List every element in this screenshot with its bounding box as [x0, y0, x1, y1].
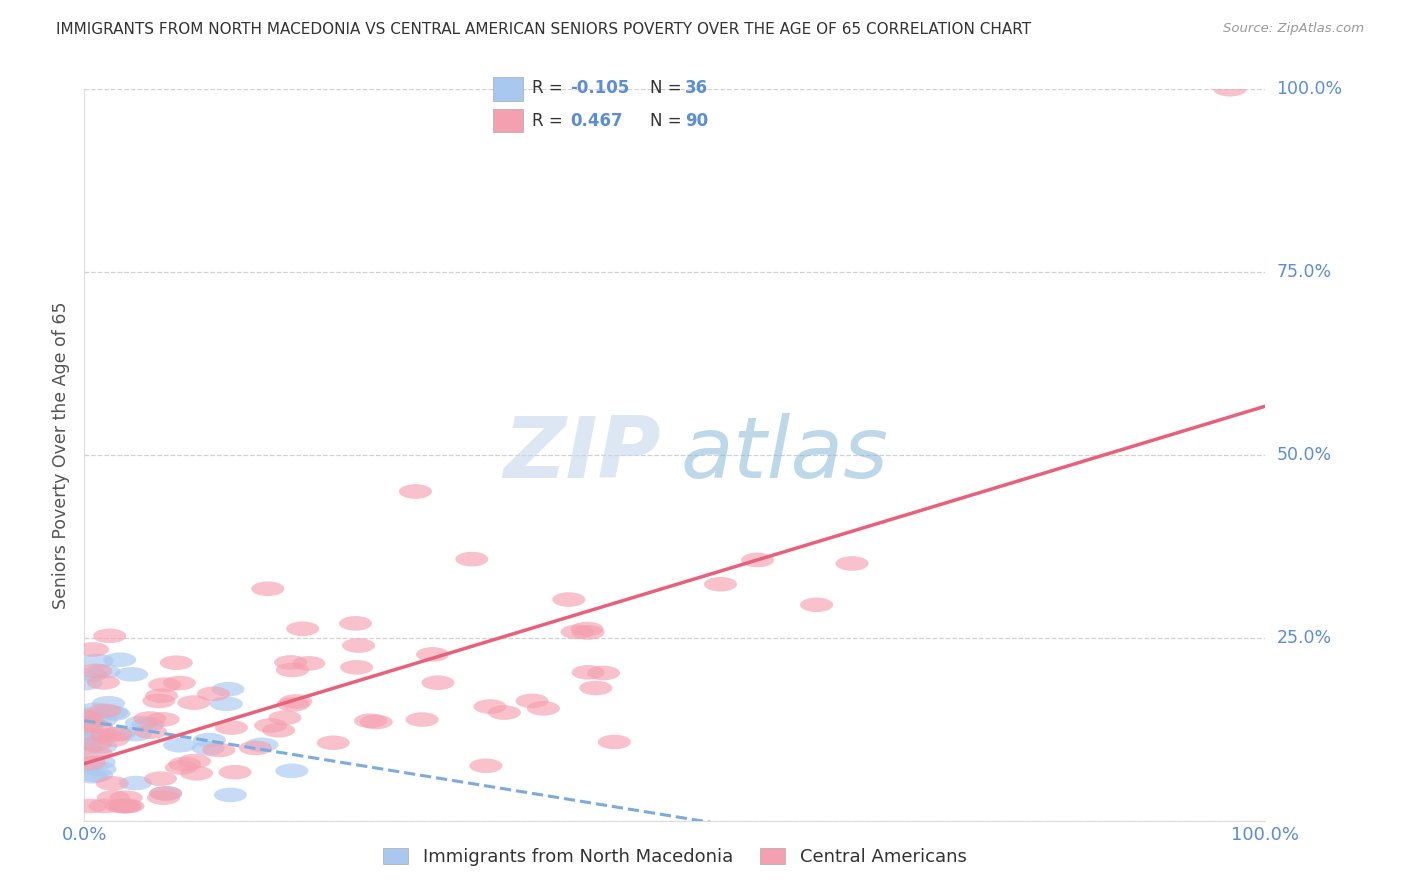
Text: 25.0%: 25.0%	[1277, 629, 1331, 647]
Text: 50.0%: 50.0%	[1277, 446, 1331, 464]
Text: ZIP: ZIP	[503, 413, 661, 497]
FancyBboxPatch shape	[494, 78, 523, 101]
Text: IMMIGRANTS FROM NORTH MACEDONIA VS CENTRAL AMERICAN SENIORS POVERTY OVER THE AGE: IMMIGRANTS FROM NORTH MACEDONIA VS CENTR…	[56, 22, 1032, 37]
Legend: Immigrants from North Macedonia, Central Americans: Immigrants from North Macedonia, Central…	[382, 848, 967, 866]
Text: 90: 90	[685, 112, 709, 129]
Text: R =: R =	[531, 112, 572, 129]
FancyBboxPatch shape	[494, 109, 523, 132]
Text: R =: R =	[531, 79, 568, 97]
Text: -0.105: -0.105	[569, 79, 630, 97]
Text: N =: N =	[650, 79, 686, 97]
Text: Source: ZipAtlas.com: Source: ZipAtlas.com	[1223, 22, 1364, 36]
Text: N =: N =	[650, 112, 686, 129]
Y-axis label: Seniors Poverty Over the Age of 65: Seniors Poverty Over the Age of 65	[52, 301, 70, 608]
Text: 100.0%: 100.0%	[1277, 80, 1343, 98]
Text: 75.0%: 75.0%	[1277, 263, 1331, 281]
Text: atlas: atlas	[681, 413, 889, 497]
Text: 0.467: 0.467	[569, 112, 623, 129]
Text: 36: 36	[685, 79, 709, 97]
